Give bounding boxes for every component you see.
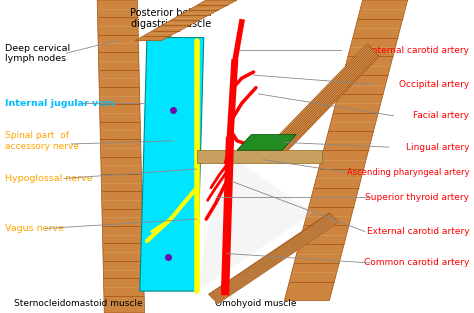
Text: Ascending pharyngeal artery: Ascending pharyngeal artery <box>346 168 469 177</box>
Text: Common carotid artery: Common carotid artery <box>364 259 469 267</box>
Text: Superior thyroid artery: Superior thyroid artery <box>365 193 469 202</box>
Polygon shape <box>197 150 322 163</box>
Text: Internal carotid artery: Internal carotid artery <box>369 46 469 54</box>
Text: Lingual artery: Lingual artery <box>406 143 469 151</box>
Text: Posterior belly of
digastric muscle: Posterior belly of digastric muscle <box>129 8 212 29</box>
Polygon shape <box>140 38 204 291</box>
Text: Sternocleidomastoid muscle: Sternocleidomastoid muscle <box>14 299 143 308</box>
Polygon shape <box>284 0 408 300</box>
Polygon shape <box>209 213 339 304</box>
Text: Occipital artery: Occipital artery <box>399 80 469 89</box>
Text: Vagus nerve: Vagus nerve <box>5 224 64 233</box>
Polygon shape <box>135 0 237 41</box>
Polygon shape <box>97 0 145 313</box>
Text: Deep cervical
lymph nodes: Deep cervical lymph nodes <box>5 44 70 63</box>
Polygon shape <box>197 150 313 291</box>
Text: Hypoglossal nerve: Hypoglossal nerve <box>5 174 92 183</box>
Polygon shape <box>270 44 379 156</box>
Text: Spinal part  of
accessory nerve: Spinal part of accessory nerve <box>5 131 79 151</box>
Text: External carotid artery: External carotid artery <box>366 227 469 236</box>
Text: Omohyoid muscle: Omohyoid muscle <box>215 299 297 308</box>
Text: Facial artery: Facial artery <box>413 111 469 120</box>
Polygon shape <box>237 135 296 150</box>
Text: Internal jugular vein: Internal jugular vein <box>5 99 114 108</box>
